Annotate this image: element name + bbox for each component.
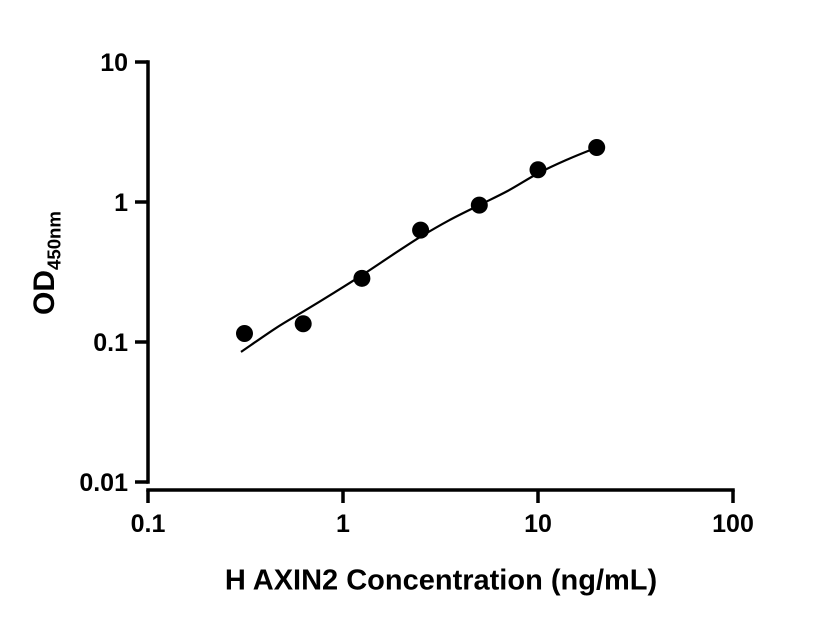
y-tick-label: 1 [114, 189, 128, 217]
y-axis-title-main: OD [28, 269, 61, 315]
x-axis-title: H AXIN2 Concentration (ng/mL) [224, 564, 658, 597]
x-tick-label: 10 [524, 510, 552, 538]
data-point [470, 196, 488, 214]
x-tick-label: 100 [712, 510, 754, 538]
data-point [412, 221, 430, 239]
y-axis-title-subscript: 450nm [43, 211, 65, 270]
fit-curve [240, 146, 598, 353]
data-point [353, 269, 371, 287]
x-tick-label: 0.1 [131, 510, 166, 538]
y-tick-label: 0.01 [79, 469, 128, 497]
data-point [588, 139, 606, 157]
y-tick-label: 10 [100, 49, 128, 77]
y-axis-title: OD450nm [28, 211, 65, 315]
data-point [294, 315, 312, 333]
y-tick-label: 0.1 [93, 329, 128, 357]
data-point [235, 325, 253, 343]
data-point [529, 161, 547, 179]
x-tick-label: 1 [336, 510, 350, 538]
